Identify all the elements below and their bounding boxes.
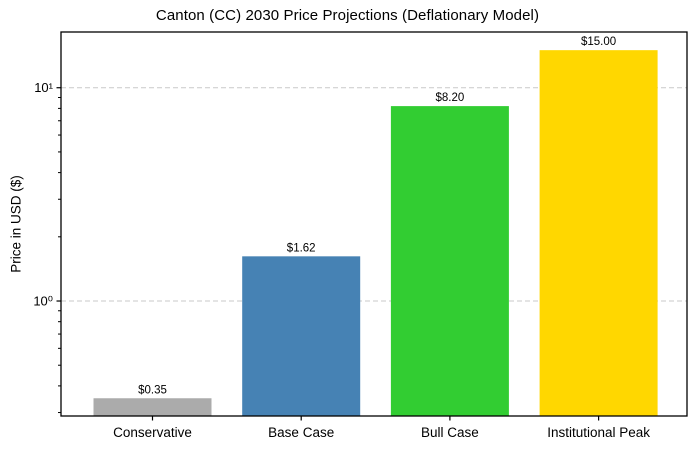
bar-bull-case	[390, 106, 509, 417]
x-tick-label: Conservative	[113, 425, 192, 440]
x-tick-label: Institutional Peak	[547, 425, 650, 440]
y-tick-label: 10¹	[34, 80, 53, 95]
bar-base-case	[242, 256, 361, 416]
bar-value-label: $1.62	[287, 242, 316, 254]
x-tick-label: Base Case	[268, 425, 334, 440]
y-tick-label: 10⁰	[33, 294, 53, 309]
chart-title: Canton (CC) 2030 Price Projections (Defl…	[155, 7, 540, 24]
bar-value-label: $0.35	[138, 384, 167, 396]
plot-border	[60, 31, 688, 417]
bar-conservative	[93, 398, 212, 416]
x-tick-label: Bull Case	[421, 425, 479, 440]
bar-value-label: $8.20	[436, 92, 465, 104]
bar-institutional-peak	[539, 50, 658, 416]
bar-value-label: $15.00	[581, 36, 616, 48]
